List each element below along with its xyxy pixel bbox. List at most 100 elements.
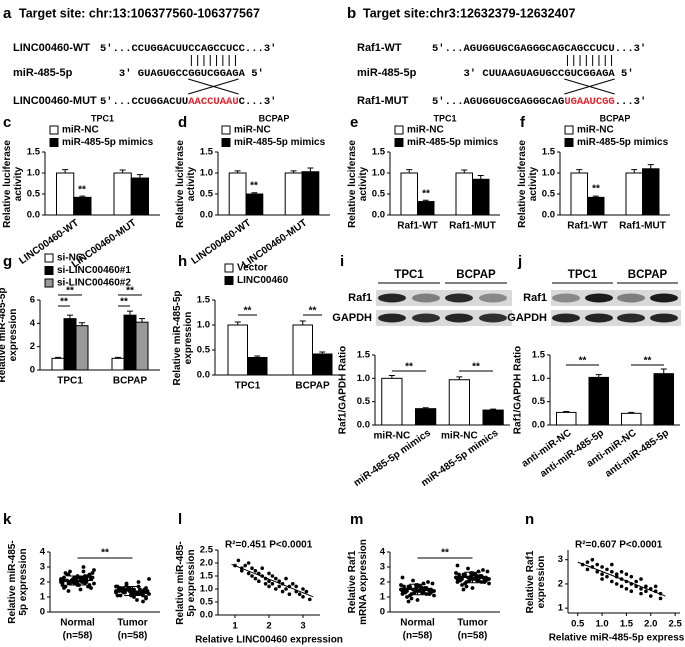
x-tick-label: 1.5 — [620, 619, 634, 630]
x-tick-note: (n=58) — [63, 631, 93, 642]
dot — [118, 593, 123, 598]
dot — [138, 587, 142, 592]
legend-swatch — [221, 125, 231, 135]
legend-label: miR-NC — [407, 125, 444, 136]
dot — [72, 575, 77, 580]
dot — [68, 580, 72, 584]
point — [253, 569, 258, 573]
point — [267, 571, 271, 576]
point — [595, 570, 600, 574]
dot — [60, 581, 65, 586]
dot — [406, 599, 411, 604]
point — [653, 584, 658, 589]
point — [277, 579, 282, 583]
dot — [144, 586, 148, 590]
point — [263, 582, 268, 586]
dot — [470, 586, 475, 590]
dot — [126, 586, 130, 590]
dot — [147, 592, 151, 596]
dot — [409, 596, 414, 601]
error-bar — [388, 375, 395, 379]
bar — [51, 357, 65, 371]
dot — [87, 574, 92, 578]
dot — [86, 584, 90, 589]
bar — [625, 172, 643, 216]
dot — [81, 569, 86, 574]
legend-swatch — [394, 138, 404, 147]
fit-line — [577, 561, 666, 597]
error-bar — [477, 175, 484, 180]
dot — [117, 586, 121, 590]
dot — [123, 590, 127, 595]
blot-row: Raf1 — [348, 292, 372, 304]
blot-band — [585, 313, 613, 323]
dot — [460, 577, 464, 581]
dot — [430, 581, 435, 586]
blot-row: Raf1 — [523, 292, 547, 304]
dot — [408, 586, 412, 590]
cross-line — [188, 78, 239, 95]
y-tick-label: 1.5 — [357, 350, 371, 361]
error-bar — [490, 408, 497, 411]
legend-swatch — [221, 138, 231, 147]
y-tick-label: 2 — [558, 578, 563, 589]
point — [250, 574, 254, 578]
point — [585, 560, 590, 564]
dot — [72, 581, 77, 586]
blot-strip — [376, 310, 512, 326]
dot — [405, 589, 409, 593]
row-label: miR-485-5p — [357, 67, 417, 79]
dot — [460, 583, 464, 587]
dot — [429, 590, 433, 595]
y-tick-label: 0.5 — [200, 189, 214, 200]
y-tick-label: 2 — [40, 577, 45, 588]
sequence-part: C...3' — [239, 96, 277, 108]
annotation: R²=0.607 P<0.0001 — [575, 540, 663, 551]
bar — [556, 411, 577, 426]
error-bar — [647, 164, 654, 169]
legend-label: Vector — [237, 263, 268, 274]
error-bar — [461, 169, 468, 173]
sequence: 5'...AGUGGUGCGAGGGCAGCAGCCUCU...3' — [432, 43, 646, 55]
y-tick-label: 0.0 — [372, 210, 385, 221]
y-axis-label: Relative luciferase activity — [2, 139, 24, 228]
bar — [301, 171, 320, 216]
dot — [402, 584, 406, 589]
error-bar — [456, 376, 463, 380]
sequence-part: 5'...CCUGGACUUCCAGCCUCC...3' — [100, 43, 276, 55]
point — [308, 597, 312, 602]
bar — [113, 172, 132, 216]
sd-whisker — [464, 571, 481, 584]
blot-band — [617, 313, 645, 323]
panel-letter: a — [3, 5, 12, 22]
point — [648, 594, 653, 598]
dot — [455, 580, 460, 584]
x-tick-label: Normal — [60, 618, 95, 629]
panel-letter: b — [347, 5, 356, 22]
panel-letter: k — [3, 511, 12, 528]
dot — [487, 577, 491, 581]
x-tick-label: Normal — [400, 618, 435, 629]
blot-column: BCPAP — [456, 269, 496, 281]
blot-band — [445, 293, 473, 303]
point — [301, 587, 305, 591]
y-tick-label: 1.5 — [197, 295, 211, 306]
sequence-part: 5'...AGUGGUGCGAGGGCAGCAGCCUCU...3' — [432, 43, 646, 55]
sequence-part: ...3' — [615, 96, 647, 108]
chart-title: TPC1 — [433, 113, 456, 123]
point — [634, 579, 638, 584]
point — [274, 587, 278, 591]
point — [246, 571, 251, 576]
row-label: LINC00460-MUT — [13, 95, 97, 107]
bar — [642, 168, 660, 216]
bar — [245, 193, 264, 216]
bar — [455, 172, 473, 216]
y-tick-label: 0.5 — [200, 597, 214, 608]
bar — [653, 373, 674, 426]
annotation: ** — [592, 184, 600, 195]
chart-title: BCPAP — [259, 113, 290, 123]
dot — [90, 571, 95, 575]
blot-band — [617, 293, 645, 303]
point — [619, 584, 624, 589]
